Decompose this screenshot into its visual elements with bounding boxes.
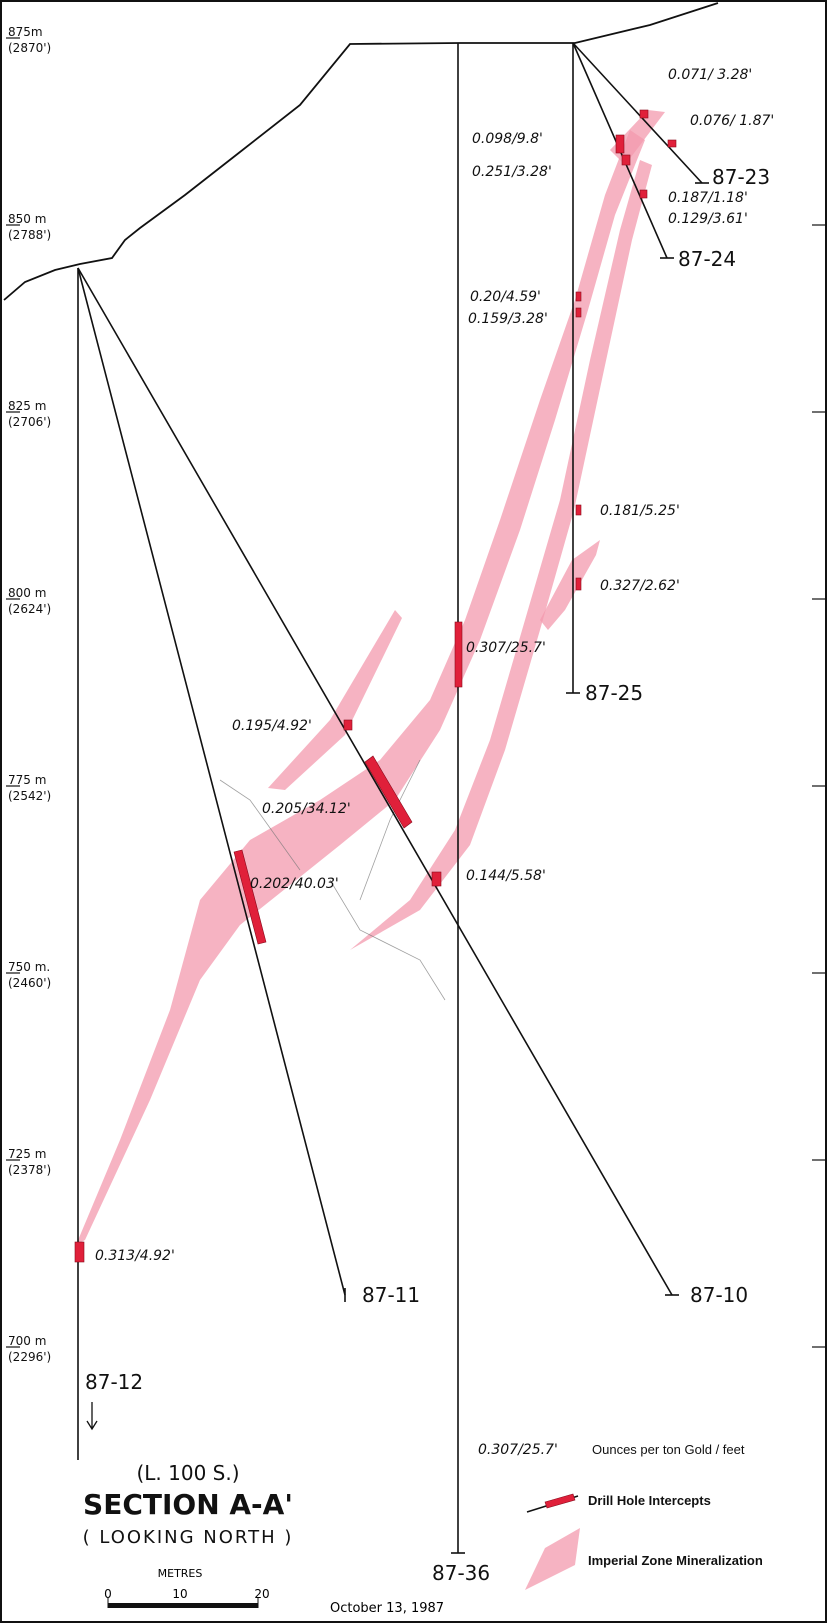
grade: 0.144/5.58' bbox=[466, 868, 546, 884]
elev-m: 700 m bbox=[8, 1334, 46, 1348]
grade: 0.181/5.25' bbox=[600, 503, 680, 519]
elev-ft: (2460') bbox=[8, 976, 51, 990]
scale-tick: 10 bbox=[172, 1587, 187, 1601]
date: October 13, 1987 bbox=[330, 1601, 444, 1616]
section-diagram: 875m (2870') 850 m (2788') 825 m (2706')… bbox=[0, 0, 827, 1623]
elev-m: 750 m. bbox=[8, 960, 50, 974]
grade: 0.327/2.62' bbox=[600, 578, 680, 594]
grade: 0.205/34.12' bbox=[262, 801, 351, 817]
elev-ft: (2706') bbox=[8, 415, 51, 429]
elev-m: 850 m bbox=[8, 212, 46, 226]
grade: 0.251/3.28' bbox=[472, 164, 552, 180]
scale-tick: 20 bbox=[254, 1587, 269, 1601]
grade: 0.187/1.18' bbox=[668, 190, 748, 206]
elev-m: 775 m bbox=[8, 773, 46, 787]
hole-label: 87-25 bbox=[585, 681, 643, 705]
elev-ft: (2870') bbox=[8, 41, 51, 55]
hole-label: 87-24 bbox=[678, 247, 736, 271]
legend-mineralization: Imperial Zone Mineralization bbox=[588, 1553, 763, 1568]
scale-unit: METRES bbox=[158, 1567, 203, 1580]
elev-ft: (2542') bbox=[8, 789, 51, 803]
grade: 0.307/25.7' bbox=[466, 640, 546, 656]
title-section: SECTION A-A' bbox=[83, 1488, 293, 1521]
elev-m: 725 m bbox=[8, 1147, 46, 1161]
grade: 0.20/4.59' bbox=[470, 289, 541, 305]
grade: 0.202/40.03' bbox=[250, 876, 339, 892]
elev-m: 875m bbox=[8, 25, 43, 39]
legend-sample: 0.307/25.7' bbox=[478, 1442, 558, 1458]
grade: 0.129/3.61' bbox=[668, 211, 748, 227]
hole-label: 87-10 bbox=[690, 1283, 748, 1307]
hole-label: 87-12 bbox=[85, 1370, 143, 1394]
grade: 0.071/ 3.28' bbox=[668, 67, 752, 83]
grade: 0.195/4.92' bbox=[232, 718, 312, 734]
grade: 0.313/4.92' bbox=[95, 1248, 175, 1264]
elev-m: 825 m bbox=[8, 399, 46, 413]
grade: 0.098/9.8' bbox=[472, 131, 543, 147]
elev-ft: (2378') bbox=[8, 1163, 51, 1177]
elev-ft: (2788') bbox=[8, 228, 51, 242]
title-line: (L. 100 S.) bbox=[136, 1461, 239, 1485]
hole-label: 87-23 bbox=[712, 165, 770, 189]
elev-ft: (2296') bbox=[8, 1350, 51, 1364]
grade: 0.159/3.28' bbox=[468, 311, 548, 327]
hole-label: 87-11 bbox=[362, 1283, 420, 1307]
hole-label: 87-36 bbox=[432, 1561, 490, 1585]
legend-intercepts: Drill Hole Intercepts bbox=[588, 1493, 711, 1508]
title-view: ( LOOKING NORTH ) bbox=[83, 1527, 294, 1548]
grade: 0.076/ 1.87' bbox=[690, 113, 774, 129]
legend-note: Ounces per ton Gold / feet bbox=[592, 1442, 745, 1457]
elev-m: 800 m bbox=[8, 586, 46, 600]
elev-ft: (2624') bbox=[8, 602, 51, 616]
